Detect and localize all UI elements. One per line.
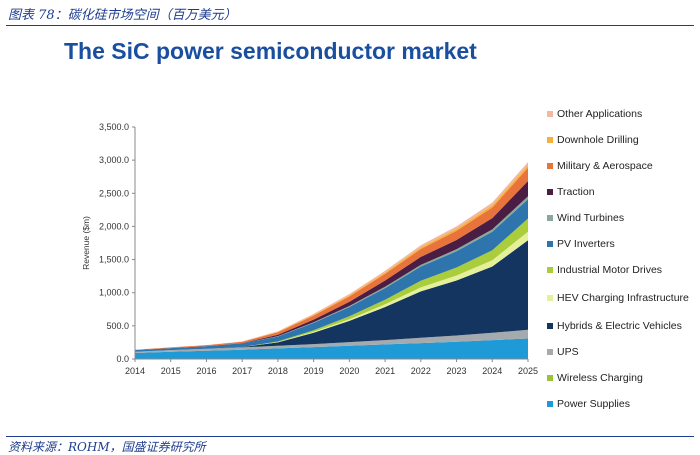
x-tick-label: 2022 — [411, 366, 431, 376]
legend-item: Industrial Motor Drives — [547, 264, 662, 276]
legend-swatch — [547, 163, 553, 169]
legend-item: Wind Turbines — [547, 212, 624, 224]
legend-swatch — [547, 349, 553, 355]
legend-label: Industrial Motor Drives — [557, 264, 663, 276]
legend-item: Wireless Charging — [547, 372, 643, 384]
area-series-3 — [135, 240, 528, 352]
legend-swatch — [547, 267, 553, 273]
y-tick-label: 1,000.0 — [99, 288, 129, 298]
area-series-0 — [135, 338, 528, 359]
figure-caption: 图表 78：碳化硅市场空间（百万美元） — [8, 8, 237, 23]
legend-item: Military & Aerospace — [547, 160, 653, 172]
x-tick-label: 2015 — [161, 366, 181, 376]
legend-label: Wind Turbines — [557, 212, 625, 224]
x-tick-label: 2020 — [339, 366, 359, 376]
top-divider — [6, 25, 694, 26]
legend-label: Power Supplies — [557, 398, 630, 410]
x-tick-label: 2023 — [447, 366, 467, 376]
source-note: 资料来源：ROHM，国盛证券研究所 — [8, 440, 206, 454]
legend-label: PV Inverters — [557, 238, 615, 250]
y-tick-label: 3,500.0 — [99, 122, 129, 132]
area-series-2 — [135, 329, 528, 353]
legend-item: Traction — [547, 186, 595, 198]
y-axis-title: Revenue ($m) — [81, 216, 91, 270]
chart-title: The SiC power semiconductor market — [64, 38, 477, 64]
x-tick-label: 2019 — [304, 366, 324, 376]
area-series-5 — [135, 218, 528, 352]
x-tick-label: 2016 — [196, 366, 216, 376]
legend-swatch — [547, 401, 553, 407]
y-tick-label: 1,500.0 — [99, 255, 129, 265]
bottom-divider — [6, 436, 694, 437]
x-tick-label: 2024 — [482, 366, 502, 376]
y-tick-label: 3,000.0 — [99, 155, 129, 165]
legend-swatch — [547, 241, 553, 247]
legend-label: Traction — [557, 186, 595, 198]
legend-label: Wireless Charging — [557, 372, 643, 384]
legend-item: Other Applications — [547, 108, 642, 120]
legend-swatch — [547, 323, 553, 329]
x-tick-label: 2014 — [125, 366, 145, 376]
legend-label: Military & Aerospace — [557, 160, 653, 172]
legend-swatch — [547, 137, 553, 143]
legend-item: PV Inverters — [547, 238, 615, 250]
legend-swatch — [547, 189, 553, 195]
legend-swatch — [547, 295, 553, 301]
legend-swatch — [547, 215, 553, 221]
x-tick-label: 2025 — [518, 366, 538, 376]
x-tick-label: 2021 — [375, 366, 395, 376]
legend-label: HEV Charging Infrastructure — [557, 292, 689, 304]
legend-label: Hybrids & Electric Vehicles — [557, 320, 682, 332]
y-tick-label: 2,500.0 — [99, 188, 129, 198]
legend-swatch — [547, 375, 553, 381]
x-tick-label: 2017 — [232, 366, 252, 376]
legend-item: HEV Charging Infrastructure — [547, 292, 689, 304]
legend-swatch — [547, 111, 553, 117]
y-tick-label: 0.0 — [116, 354, 129, 364]
x-tick-label: 2018 — [268, 366, 288, 376]
legend-item: UPS — [547, 346, 579, 358]
y-tick-label: 2,000.0 — [99, 221, 129, 231]
legend-label: Downhole Drilling — [557, 134, 639, 146]
area-series-6 — [135, 199, 528, 352]
legend-item: Downhole Drilling — [547, 134, 639, 146]
legend-label: UPS — [557, 346, 579, 358]
legend-item: Hybrids & Electric Vehicles — [547, 320, 682, 332]
y-tick-label: 500.0 — [106, 321, 129, 331]
legend-label: Other Applications — [557, 108, 643, 120]
legend-item: Power Supplies — [547, 398, 630, 410]
